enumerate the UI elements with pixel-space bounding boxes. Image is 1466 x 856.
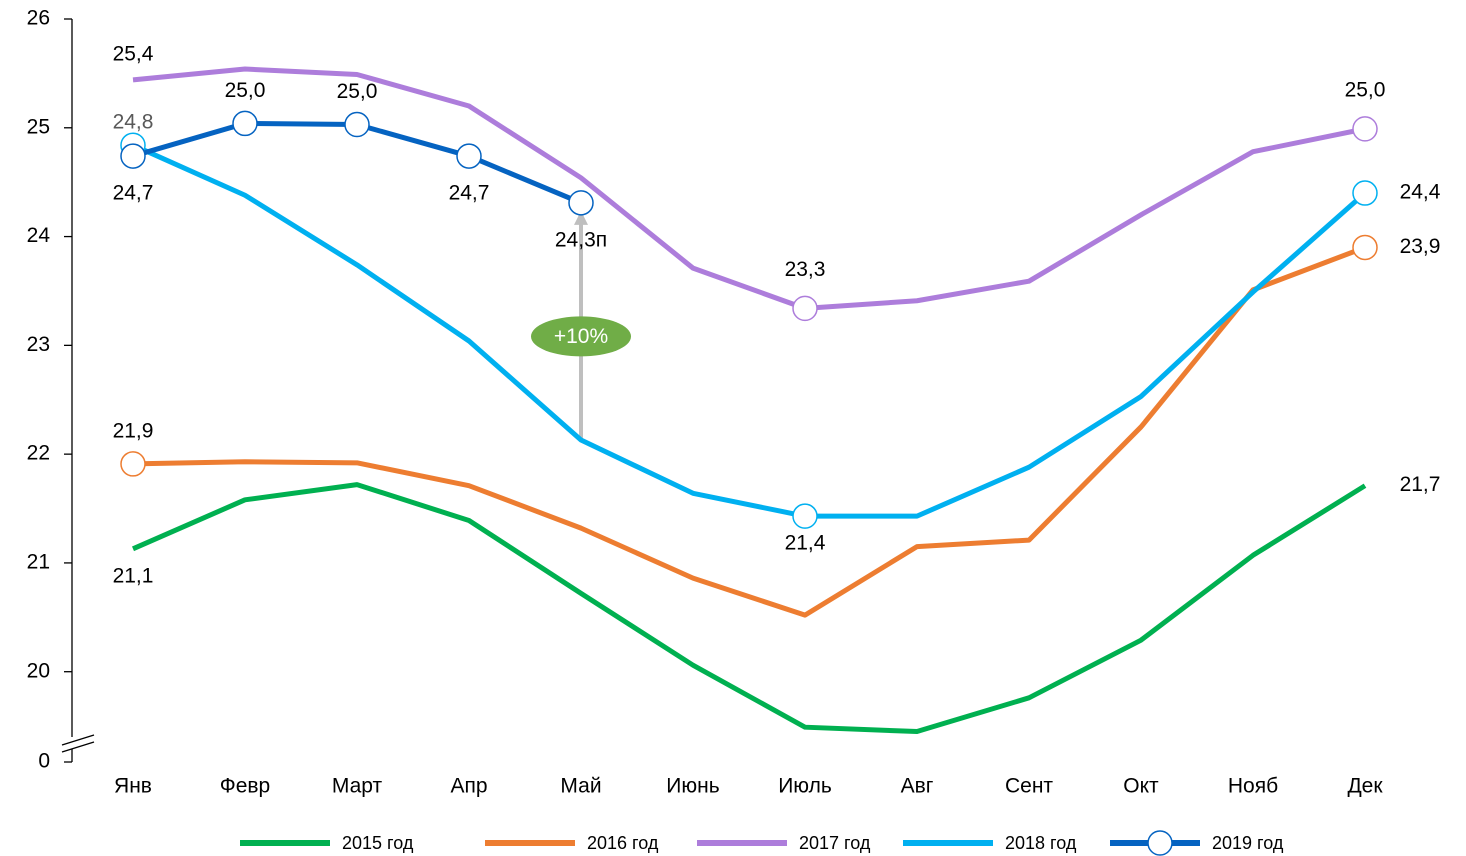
x-tick-label: Март (332, 775, 383, 798)
y-tick-label: 26 (27, 7, 50, 30)
data-label: 24,7 (449, 182, 490, 205)
x-tick-label: Апр (450, 775, 487, 798)
point-marker (232, 110, 258, 137)
point-marker (344, 111, 370, 138)
data-label: 24,7 (113, 182, 154, 205)
annotation-badge (531, 316, 631, 357)
y-tick-label: 24 (27, 224, 51, 247)
annotation-text: +10% (554, 325, 608, 348)
annotation-arrowhead (574, 210, 588, 225)
data-label: 25,0 (1345, 78, 1386, 101)
y-tick-label: 0 (38, 750, 50, 773)
axis-break (61, 734, 95, 746)
x-tick-label: Дек (1347, 775, 1383, 798)
legend-marker (1147, 830, 1173, 856)
point-marker (1352, 180, 1378, 206)
legend-label: 2016 год (587, 833, 659, 853)
point-marker (568, 190, 594, 216)
legend-label: 2018 год (1005, 833, 1077, 853)
data-label: 21,4 (785, 532, 826, 555)
data-label: 24,4 (1400, 181, 1441, 204)
point-marker (1352, 234, 1378, 261)
data-label: 23,9 (1400, 235, 1441, 258)
series-line (131, 482, 1367, 735)
point-marker (120, 143, 146, 169)
x-tick-label: Сент (1005, 775, 1053, 798)
point-marker (792, 503, 818, 529)
point-marker (456, 143, 482, 169)
x-tick-label: Авг (901, 775, 934, 798)
x-tick-label: Окт (1123, 775, 1159, 798)
data-label: 21,1 (113, 564, 154, 587)
x-tick-label: Нояб (1228, 775, 1278, 798)
data-label: 25,0 (225, 79, 266, 102)
data-label: 24,3п (555, 228, 607, 251)
y-tick-label: 25 (27, 115, 50, 138)
x-tick-label: Июнь (666, 775, 719, 798)
x-tick-label: Февр (220, 775, 270, 798)
data-label: 25,0 (337, 80, 378, 103)
y-tick-label: 23 (27, 333, 50, 356)
series-line (132, 245, 1366, 618)
x-tick-label: Янв (114, 775, 152, 798)
legend-label: 2019 год (1212, 833, 1284, 853)
y-tick-label: 22 (27, 442, 50, 465)
data-label: 21,9 (113, 419, 154, 442)
y-tick-label: 20 (27, 659, 50, 682)
series-line (132, 66, 1366, 311)
series-line (131, 142, 1367, 519)
x-tick-label: Июль (778, 775, 832, 798)
y-tick-label: 21 (27, 550, 50, 573)
data-label: 24,8 (113, 111, 154, 134)
point-marker (120, 451, 146, 477)
x-tick-label: Май (560, 775, 601, 798)
legend-label: 2017 год (799, 833, 871, 853)
data-label: 23,3 (785, 258, 826, 281)
axis-break (61, 741, 95, 753)
point-marker (792, 295, 818, 322)
legend-label: 2015 год (342, 833, 414, 853)
data-label: 25,4 (113, 42, 154, 65)
point-marker (1352, 116, 1378, 142)
data-label: 21,7 (1400, 473, 1441, 496)
